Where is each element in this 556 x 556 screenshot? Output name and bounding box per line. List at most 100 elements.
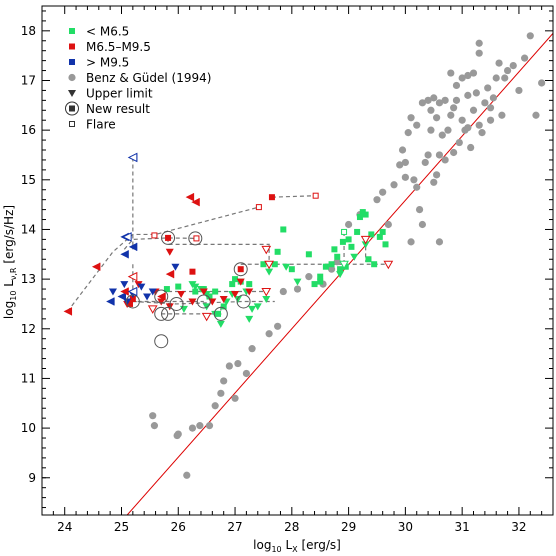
data-point (455, 138, 463, 147)
data-point (398, 146, 407, 154)
data-point (384, 220, 392, 229)
data-point (345, 236, 352, 243)
data-point (382, 241, 389, 248)
new-result-ring (236, 294, 251, 309)
data-point (217, 389, 225, 397)
data-point (229, 281, 236, 288)
upper-limit-point (165, 248, 174, 256)
y-tick-label: 15 (21, 173, 36, 187)
data-point (415, 206, 424, 214)
data-point (271, 261, 278, 268)
new-result-ring (213, 306, 228, 321)
new-result-ring (161, 306, 176, 321)
upper-limit-point (165, 303, 174, 311)
data-point (452, 96, 461, 104)
x-tick-label: 31 (455, 520, 470, 534)
data-point (433, 114, 441, 122)
data-point (472, 89, 480, 97)
open-upper-limit (339, 260, 349, 270)
new-result-ring (125, 294, 140, 309)
data-point (362, 211, 369, 218)
legend-label: Benz & Güdel (1994) (86, 71, 211, 85)
data-point (469, 69, 478, 77)
upper-limit-point (171, 263, 180, 271)
data-point (475, 49, 483, 57)
data-point (509, 61, 517, 70)
data-point (129, 295, 136, 302)
data-point (532, 111, 540, 119)
data-point (475, 121, 483, 129)
data-point (163, 286, 170, 293)
y-tick-label: 11 (21, 371, 36, 385)
data-point (484, 84, 492, 92)
data-point (196, 422, 204, 430)
data-point (379, 228, 386, 235)
upper-limit-point (233, 295, 242, 303)
data-point (305, 273, 313, 281)
data-point (379, 188, 387, 196)
legend-marker-ring (65, 101, 79, 116)
data-point (538, 79, 546, 87)
x-axis-label: log10 LX [erg/s] (253, 538, 341, 554)
upper-limit-point (219, 295, 228, 303)
y-tick-label: 10 (21, 421, 36, 435)
data-point (526, 32, 534, 40)
data-point (246, 281, 253, 288)
data-point (237, 266, 244, 273)
data-markers (63, 32, 546, 479)
upper-limit-point (245, 315, 254, 323)
open-x-limit (127, 152, 138, 163)
open-x-limit (127, 286, 138, 297)
data-point (498, 111, 506, 119)
upper-limit-point (245, 288, 254, 296)
upper-limit-point (293, 278, 302, 286)
data-point (458, 116, 466, 124)
data-point (430, 178, 438, 186)
data-point (486, 104, 495, 112)
data-point (447, 111, 455, 119)
x-limit-point (191, 198, 200, 207)
legend-marker (68, 90, 76, 97)
open-upper-limit (264, 260, 274, 270)
data-point (150, 422, 159, 430)
data-point (467, 143, 475, 152)
data-point (331, 246, 338, 253)
data-point (464, 124, 472, 132)
new-result-ring (188, 231, 203, 246)
data-point (407, 114, 415, 122)
data-point (215, 310, 222, 317)
upper-limit-point (248, 305, 257, 313)
data-point (368, 231, 375, 238)
data-point (242, 369, 250, 378)
data-point (433, 171, 441, 179)
data-point (356, 214, 363, 221)
x-tick-label: 24 (57, 520, 72, 534)
legend-marker (69, 43, 75, 50)
legend-label: M6.5–M9.5 (86, 40, 151, 54)
data-point (469, 106, 478, 114)
plot-frame (41, 5, 554, 516)
data-point (327, 265, 336, 273)
data-point (231, 394, 239, 402)
x-tick-label: 30 (398, 520, 413, 534)
flare-point (151, 232, 158, 239)
data-point (390, 181, 398, 189)
open-upper-limit (147, 305, 158, 314)
data-point (418, 99, 427, 107)
data-point (444, 126, 452, 134)
data-point (421, 158, 429, 167)
data-point (418, 220, 427, 229)
data-point (337, 266, 344, 273)
y-tick-label: 17 (21, 73, 36, 87)
data-point (279, 287, 287, 296)
data-point (441, 156, 449, 164)
flare-point (312, 192, 319, 199)
data-point (478, 129, 486, 137)
data-point (464, 91, 472, 99)
data-point (427, 126, 435, 134)
y-tick-label: 13 (21, 272, 36, 286)
data-point (260, 261, 267, 268)
data-point (371, 261, 378, 268)
flare-point (255, 204, 262, 211)
